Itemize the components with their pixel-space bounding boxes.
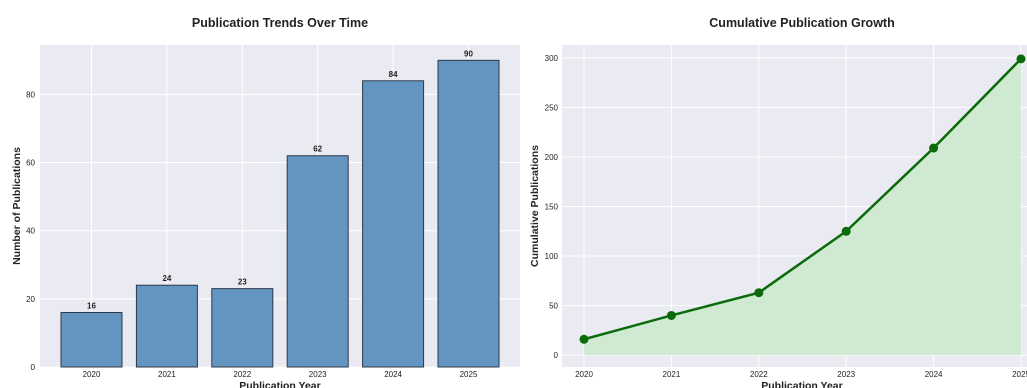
bar [286,155,349,368]
bar-data-label: 84 [389,70,398,79]
cumulative-y-tick-label: 0 [554,351,559,360]
cumulative-x-tick-label: 2025 [1012,370,1027,379]
bar-y-tick-label: 0 [31,363,36,372]
bar-x-tick-label: 2023 [309,370,327,379]
cumulative-y-tick-label: 50 [549,302,558,311]
cumulative-x-tick-label: 2023 [837,370,855,379]
cumulative-point [1016,54,1026,64]
cumulative-area-fill [584,58,1021,356]
cumulative-y-tick-label: 100 [545,252,559,261]
cumulative-y-tick-label: 250 [545,103,559,112]
bar-x-tick-label: 2025 [460,370,478,379]
bar-data-label: 24 [162,274,171,283]
bar-y-axis-label: Number of Publications [11,147,23,265]
bar-data-label: 16 [87,301,96,310]
bar [437,59,500,368]
bar [60,311,123,368]
cumulative-x-tick-label: 2020 [575,370,593,379]
cumulative-y-tick-label: 200 [545,153,559,162]
cumulative-series [579,54,1026,356]
bar-y-tick-label: 80 [26,90,35,99]
cumulative-point [841,226,851,236]
cumulative-x-tick-label: 2021 [663,370,681,379]
bar-data-label: 62 [313,145,322,154]
bar-x-tick-label: 2020 [83,370,101,379]
cumulative-point [754,288,764,298]
bar-x-tick-label: 2024 [384,370,402,379]
bar [362,80,425,368]
bar-x-axis-label: Publication Year [239,380,321,388]
bar-x-tick-label: 2021 [158,370,176,379]
cumulative-x-tick-label: 2024 [925,370,943,379]
bar-x-ticks: 2020 2021 2022 2023 2024 2025 [83,370,478,379]
bar-x-tick-label: 2022 [233,370,251,379]
cumulative-line [583,57,1022,341]
cumulative-y-ticks: 0 50 100 150 200 250 300 [545,54,559,360]
cumulative-x-ticks: 2020 2021 2022 2023 2024 2025 [575,370,1027,379]
bar-y-ticks: 0 20 40 60 80 [26,90,35,372]
cumulative-y-axis-label: Cumulative Publications [529,145,541,267]
cumulative-point [579,334,589,344]
bar-y-tick-label: 60 [26,159,35,168]
bar-chart-title: Publication Trends Over Time [192,16,368,30]
cumulative-point [666,310,676,320]
cumulative-chart-title: Cumulative Publication Growth [709,16,894,30]
bar-series: 16 24 23 62 84 90 [60,49,500,368]
cumulative-x-axis-label: Publication Year [761,380,843,388]
cumulative-y-tick-label: 300 [545,54,559,63]
bar [211,288,274,368]
cumulative-y-tick-label: 150 [545,202,559,211]
cumulative-x-tick-label: 2022 [750,370,768,379]
bar-data-label: 90 [464,49,473,58]
bar-y-tick-label: 20 [26,295,35,304]
cumulative-point [929,143,939,153]
bar-data-label: 23 [238,278,247,287]
bar-y-tick-label: 40 [26,227,35,236]
bar [135,284,198,368]
